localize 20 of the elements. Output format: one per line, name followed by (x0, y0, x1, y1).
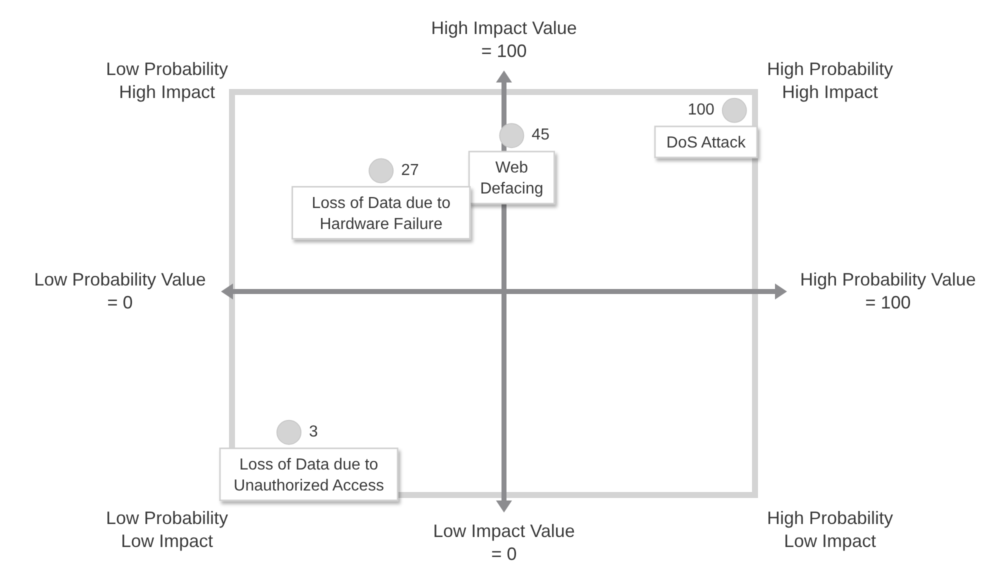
x-tick-label: Low Probability Value = 0 (34, 270, 206, 312)
annotation: 100 (688, 101, 714, 118)
point (722, 98, 747, 123)
annotation: 27 (401, 162, 420, 179)
y-tick-label: High Impact Value = 100 (431, 18, 577, 61)
x-tick-label: High Probability Value = 100 (800, 270, 976, 312)
annotation: Loss of Data due to Hardware Failure (312, 194, 451, 233)
point (368, 158, 394, 184)
annotation: Low Probability High Impact (106, 59, 228, 102)
annotation: High Probability Low Impact (766, 508, 894, 551)
annotation: Web Defacing (480, 160, 544, 198)
annotation: Loss of Data due to Unauthorized Access (234, 456, 384, 494)
point (276, 420, 302, 445)
annotation: High Probability High Impact (766, 59, 894, 102)
annotation: DoS Attack (666, 134, 747, 152)
y-tick-label: Low Impact Value = 0 (433, 521, 575, 564)
annotation: 3 (308, 423, 318, 440)
point (499, 123, 524, 148)
annotation: 45 (532, 126, 550, 144)
annotation: Low Probability Low Impact (106, 508, 228, 551)
